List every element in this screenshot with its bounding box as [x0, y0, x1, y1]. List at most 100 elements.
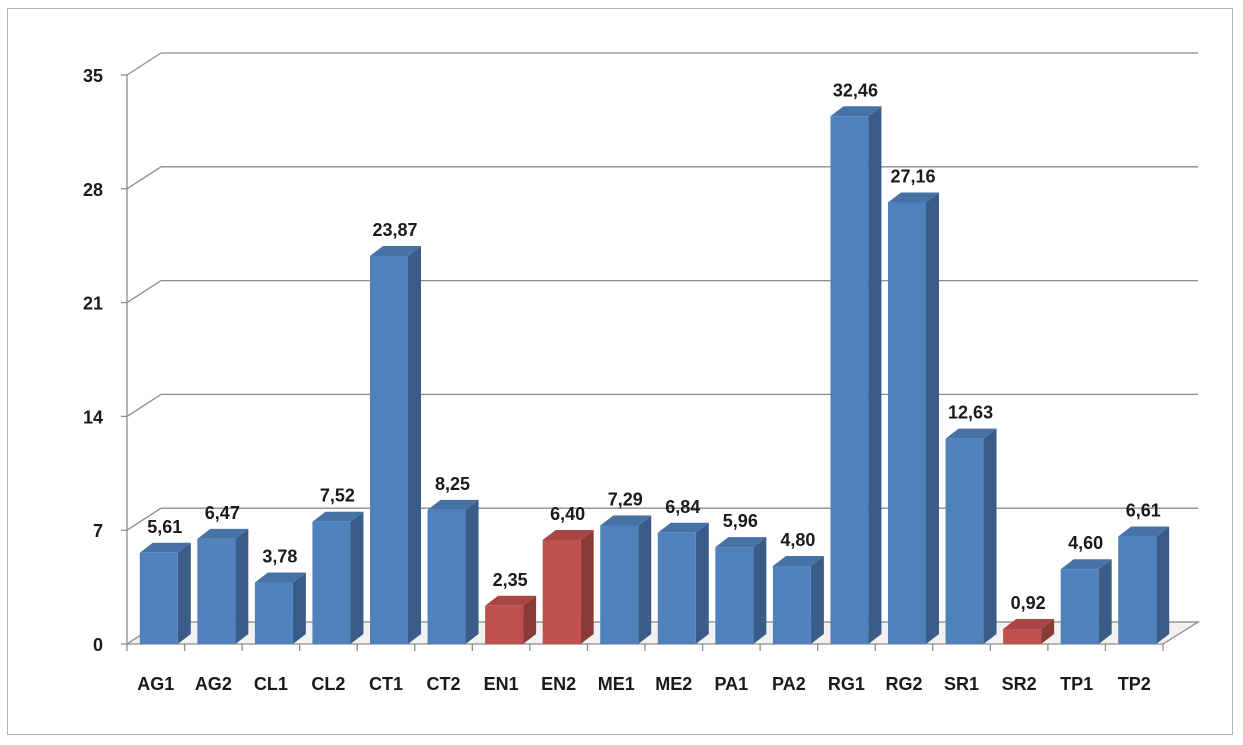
bar-top-face	[888, 192, 939, 203]
gridline-connector	[126, 166, 162, 190]
bar-top-face	[657, 522, 709, 533]
bar-en1	[485, 595, 537, 644]
bar-side-face	[523, 595, 537, 644]
data-label: 5,96	[723, 511, 758, 531]
data-label: 3,78	[262, 547, 297, 567]
x-tick-label: AG2	[195, 674, 232, 694]
data-label: 12,63	[948, 403, 993, 423]
y-tick-label: 28	[83, 180, 103, 200]
data-label: 27,16	[890, 166, 935, 186]
data-label: 5,61	[147, 517, 182, 537]
bar-pa1	[715, 537, 767, 644]
y-tick-label: 14	[83, 407, 103, 427]
x-tick-label: EN2	[541, 674, 576, 694]
bar-top-face	[370, 245, 421, 256]
data-label: 4,60	[1068, 533, 1103, 553]
x-tick-label: RG2	[885, 674, 922, 694]
x-tick-label: SR2	[1002, 674, 1037, 694]
bar-ct2	[427, 499, 479, 644]
bar-front-face	[830, 116, 869, 644]
x-tick-label: RG1	[828, 674, 865, 694]
bar-top-face	[1060, 559, 1112, 570]
x-tick-label: PA1	[714, 674, 748, 694]
bar-sr2	[1003, 619, 1055, 644]
bar-side-face	[580, 529, 594, 644]
bar-pa2	[772, 555, 824, 644]
bar-ct1	[370, 245, 421, 644]
bar-cl2	[312, 511, 364, 644]
data-label: 0,92	[1011, 593, 1046, 613]
bars-layer	[139, 106, 1170, 644]
bar-front-face	[888, 202, 926, 644]
bar-front-face	[427, 509, 466, 644]
data-label: 32,46	[833, 80, 878, 100]
x-tick-label: ME1	[598, 674, 635, 694]
bar-en2	[542, 529, 594, 644]
bar-top-face	[830, 106, 882, 117]
y-tick-label: 7	[93, 521, 103, 541]
bar-front-face	[772, 565, 811, 644]
x-tick-label: TP1	[1060, 674, 1093, 694]
gridline-connector	[126, 507, 162, 531]
y-tick-label: 0	[93, 635, 103, 655]
bar-top-face	[1118, 526, 1170, 537]
data-label: 23,87	[372, 220, 417, 240]
bar-me2	[657, 522, 709, 644]
bar-front-face	[312, 521, 351, 644]
bar-tp1	[1060, 559, 1112, 644]
x-tick-label: CT1	[369, 674, 403, 694]
bar-top-face	[197, 528, 249, 539]
bar-top-face	[485, 595, 537, 606]
bar-side-face	[408, 245, 421, 644]
bar-front-face	[715, 547, 754, 644]
data-label: 4,80	[780, 530, 815, 550]
bar-front-face	[139, 552, 178, 644]
data-label: 6,40	[550, 504, 585, 524]
data-label: 2,35	[493, 570, 528, 590]
bar-chart: 0 7 14 21 28 35 5,61 AG1 6,47 AG2 3,78 CL1 7,52 CL2 23…	[83, 52, 1201, 694]
bar-front-face	[197, 538, 236, 644]
bar-top-face	[254, 572, 306, 583]
bar-top-face	[715, 537, 767, 548]
y-tick-label: 21	[83, 294, 103, 314]
gridline-connector	[126, 280, 162, 304]
bar-side-face	[1156, 526, 1170, 644]
bar-top-face	[945, 428, 997, 439]
y-tick-label: 35	[83, 66, 103, 86]
bar-front-face	[657, 532, 696, 644]
x-tick-label: CL1	[254, 674, 288, 694]
bar-front-face	[600, 525, 639, 644]
bar-front-face	[1060, 569, 1099, 644]
bar-front-face	[1003, 629, 1042, 644]
x-tick-label: TP2	[1118, 674, 1151, 694]
data-label: 6,61	[1126, 501, 1161, 521]
x-tick-label: SR1	[944, 674, 979, 694]
bar-top-face	[312, 511, 364, 522]
data-label: 6,84	[665, 497, 700, 517]
bar-side-face	[177, 542, 191, 644]
data-label: 7,52	[320, 486, 355, 506]
bar-top-face	[542, 529, 594, 540]
bar-top-face	[772, 555, 824, 566]
bar-front-face	[542, 539, 581, 644]
bar-side-face	[638, 515, 652, 644]
bar-side-face	[926, 192, 939, 644]
bar-side-face	[983, 428, 997, 644]
bar-sr1	[945, 428, 997, 644]
bar-front-face	[254, 582, 293, 644]
data-label: 6,47	[205, 503, 240, 523]
data-label: 7,29	[608, 489, 643, 509]
bar-front-face	[945, 438, 984, 644]
gridline-connector	[126, 393, 162, 417]
bar-top-face	[1003, 619, 1055, 630]
bar-front-face	[485, 605, 524, 644]
bar-ag2	[197, 528, 249, 644]
bar-ag1	[139, 542, 191, 644]
bar-side-face	[1041, 619, 1055, 644]
bar-side-face	[292, 572, 306, 644]
bar-front-face	[370, 255, 408, 644]
x-tick-label: ME2	[655, 674, 692, 694]
x-tick-label: AG1	[137, 674, 174, 694]
gridline-connector	[126, 52, 162, 76]
bar-tp2	[1118, 526, 1170, 644]
